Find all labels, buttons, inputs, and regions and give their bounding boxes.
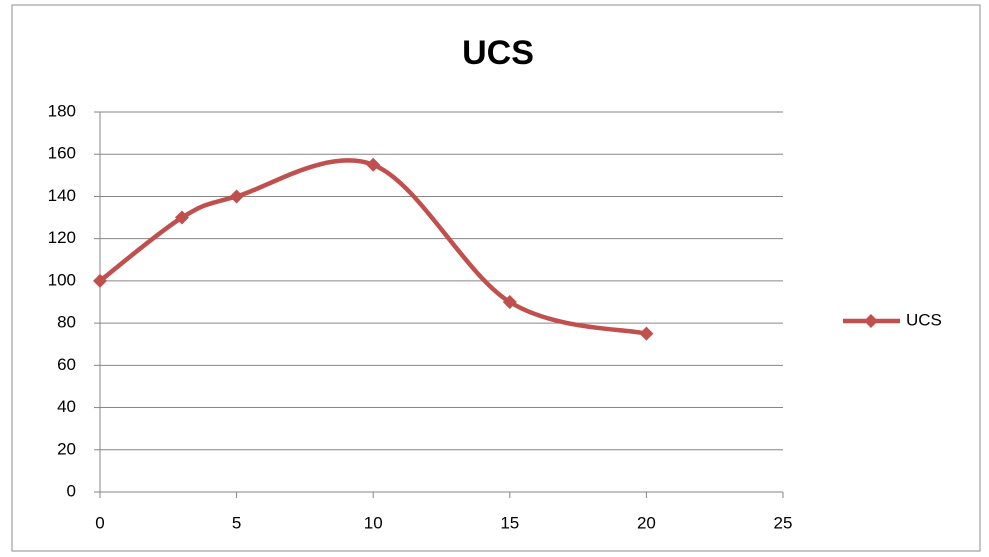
y-tick-label: 120 xyxy=(48,228,76,247)
chart-title: UCS xyxy=(462,34,534,72)
data-point xyxy=(366,157,381,172)
y-tick-label: 140 xyxy=(48,186,76,205)
x-tick-label: 10 xyxy=(364,513,383,532)
y-tick-label: 20 xyxy=(57,439,76,458)
legend-label: UCS xyxy=(906,310,942,329)
data-point xyxy=(93,273,107,288)
data-point xyxy=(229,189,244,204)
chart-frame xyxy=(11,4,981,552)
data-point xyxy=(174,210,189,225)
x-tick-label: 5 xyxy=(232,513,241,532)
x-tick-label: 25 xyxy=(774,513,793,532)
y-tick-label: 0 xyxy=(67,481,76,500)
x-tick-label: 0 xyxy=(95,513,104,532)
y-tick-label: 60 xyxy=(57,355,76,374)
legend-marker xyxy=(864,314,878,328)
data-point xyxy=(502,295,517,309)
x-tick-label: 15 xyxy=(500,513,519,532)
y-tick-label: 80 xyxy=(57,313,76,332)
y-tick-label: 40 xyxy=(57,397,76,416)
data-point xyxy=(639,326,654,341)
x-tick-label: 20 xyxy=(637,513,656,532)
y-tick-label: 160 xyxy=(48,144,76,163)
y-tick-label: 100 xyxy=(48,270,76,289)
y-tick-label: 180 xyxy=(48,101,76,120)
